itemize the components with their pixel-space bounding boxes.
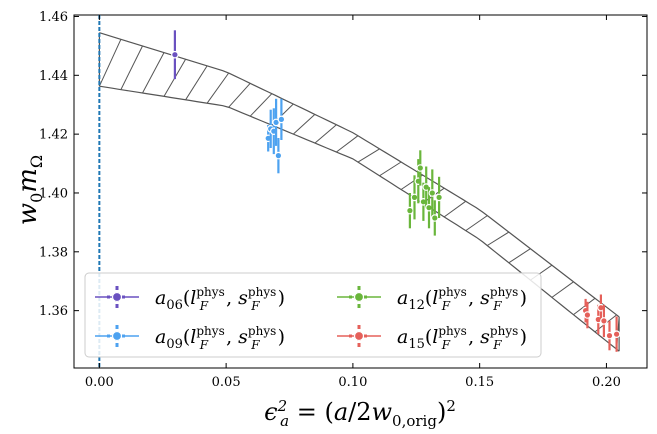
band-hatch [465, 215, 488, 232]
data-point [605, 331, 614, 340]
axis-ticks: 0.00 0.05 0.10 0.15 0.20 1.36 1.38 1.40 1.42 1.44… [39, 10, 647, 390]
legend-entry-label: a12(lphys F, sphys F) [397, 285, 527, 313]
band-hatch [185, 65, 208, 101]
data-point [430, 214, 439, 222]
y-tick-label: 1.46 [39, 10, 68, 25]
x-tick-label: 0.10 [338, 375, 367, 390]
x-tick-label: 0.05 [212, 375, 241, 390]
data-point [600, 317, 608, 325]
y-tick-label: 1.44 [39, 69, 68, 84]
band-hatch [142, 52, 165, 94]
band-hatch [357, 148, 380, 163]
y-axis-title: w0mΩ [13, 155, 46, 225]
band-hatch [573, 297, 596, 315]
legend-marker-dot [111, 291, 123, 303]
legend-marker-dot [353, 291, 365, 303]
data-point [435, 193, 443, 202]
x-tick-label: 0.20 [592, 375, 621, 390]
band-hatch [508, 248, 531, 264]
y-tick-label: 1.40 [39, 186, 68, 201]
band-hatch [487, 231, 510, 246]
data-points [171, 30, 621, 352]
data-point [274, 151, 283, 160]
band-hatch [314, 124, 337, 144]
band-hatch [206, 72, 230, 104]
band-upper-edge [99, 32, 620, 318]
band-hatch [443, 200, 466, 218]
data-point [410, 193, 419, 202]
band-hatch [379, 161, 402, 177]
data-point [428, 189, 437, 197]
x-tick-label: 0.00 [85, 375, 114, 390]
band-hatch [98, 39, 122, 87]
band-hatch [249, 93, 273, 117]
legend-entry-label: a15(lphys F, sphys F) [397, 324, 527, 352]
legend-entry-label: a09(lphys F, sphys F) [155, 324, 285, 352]
y-tick-label: 1.38 [39, 245, 68, 260]
band-hatch [228, 82, 251, 108]
data-point [583, 311, 592, 319]
x-axis-title: ϵ2 a = (a/2w0,orig)2 [264, 397, 456, 430]
x-tick-label: 0.15 [465, 375, 494, 390]
data-point [277, 115, 286, 124]
y-tick-label: 1.42 [39, 128, 68, 143]
legend: a06(lphys F, sphys F) a09(lphys F, sphys F) a1… [84, 272, 542, 358]
band-hatch [551, 281, 574, 298]
legend-entry-label: a06(lphys F, sphys F) [155, 285, 285, 313]
data-point [416, 164, 425, 172]
y-tick-label: 1.36 [39, 304, 68, 319]
legend-frame [84, 272, 542, 358]
band-hatch [292, 114, 316, 135]
data-point [612, 330, 621, 339]
band-hatch [336, 135, 359, 153]
data-point [171, 50, 179, 59]
legend-marker-dot [111, 330, 123, 342]
band-hatch [120, 45, 143, 90]
data-point [406, 206, 414, 215]
legend-marker-dot [353, 330, 365, 342]
